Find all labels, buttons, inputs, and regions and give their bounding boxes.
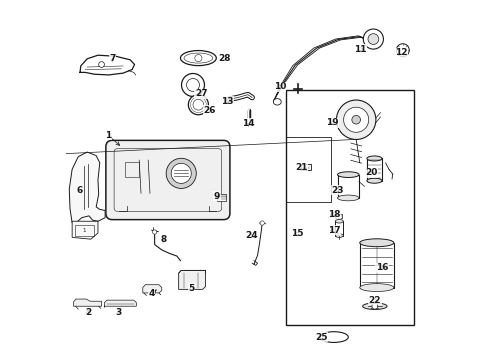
- Ellipse shape: [335, 234, 343, 237]
- Circle shape: [343, 107, 368, 132]
- Bar: [74, 225, 95, 235]
- Text: 1: 1: [105, 131, 111, 140]
- Polygon shape: [179, 270, 205, 289]
- Ellipse shape: [338, 172, 359, 177]
- Ellipse shape: [273, 99, 281, 105]
- Circle shape: [181, 73, 204, 96]
- Bar: [286, 90, 414, 325]
- Polygon shape: [69, 152, 105, 223]
- Text: 8: 8: [160, 235, 167, 244]
- Text: 6: 6: [76, 185, 82, 194]
- Polygon shape: [104, 300, 136, 307]
- Text: 27: 27: [195, 89, 208, 98]
- Text: 12: 12: [395, 48, 408, 57]
- Bar: [286, 137, 331, 202]
- Text: 7: 7: [109, 54, 116, 63]
- Circle shape: [372, 303, 378, 309]
- Bar: [360, 243, 394, 288]
- Text: 17: 17: [328, 226, 340, 235]
- Text: 10: 10: [273, 82, 286, 91]
- Text: 14: 14: [242, 119, 255, 128]
- Text: 23: 23: [331, 185, 344, 194]
- Bar: [300, 164, 311, 170]
- Circle shape: [368, 34, 379, 44]
- FancyBboxPatch shape: [106, 140, 230, 220]
- Polygon shape: [143, 285, 162, 293]
- Ellipse shape: [338, 195, 359, 201]
- Circle shape: [364, 29, 383, 49]
- Circle shape: [352, 116, 361, 124]
- Ellipse shape: [180, 50, 216, 66]
- Text: 2: 2: [85, 308, 91, 317]
- Text: 4: 4: [148, 289, 155, 298]
- Ellipse shape: [335, 220, 343, 223]
- Bar: [335, 214, 342, 218]
- Polygon shape: [72, 221, 98, 239]
- Text: 5: 5: [188, 284, 195, 293]
- Text: 13: 13: [221, 96, 233, 105]
- Text: 15: 15: [291, 229, 304, 238]
- Circle shape: [260, 221, 265, 225]
- Bar: [338, 175, 359, 198]
- Text: 1: 1: [82, 228, 85, 233]
- Circle shape: [337, 100, 376, 139]
- Circle shape: [396, 44, 409, 57]
- Text: 28: 28: [218, 54, 230, 63]
- Text: 9: 9: [214, 192, 220, 201]
- Text: 18: 18: [328, 210, 340, 219]
- Bar: [335, 221, 343, 235]
- Text: 25: 25: [315, 333, 328, 342]
- Text: 3: 3: [116, 308, 122, 317]
- Ellipse shape: [360, 284, 394, 292]
- Ellipse shape: [367, 178, 382, 183]
- Text: 26: 26: [204, 105, 216, 114]
- Text: 20: 20: [365, 168, 377, 177]
- Ellipse shape: [363, 303, 387, 310]
- Text: 22: 22: [368, 296, 381, 305]
- Ellipse shape: [360, 239, 394, 247]
- Bar: [218, 194, 226, 201]
- Ellipse shape: [367, 156, 382, 161]
- Circle shape: [98, 62, 104, 67]
- Bar: [125, 162, 139, 177]
- Text: 11: 11: [354, 45, 367, 54]
- Polygon shape: [74, 299, 101, 306]
- Circle shape: [171, 163, 191, 183]
- Bar: [367, 158, 382, 181]
- Text: 19: 19: [326, 118, 339, 127]
- Circle shape: [152, 230, 157, 234]
- Text: 21: 21: [295, 163, 308, 172]
- Circle shape: [166, 158, 196, 188]
- Circle shape: [188, 95, 208, 115]
- Text: 16: 16: [376, 264, 388, 273]
- Text: 24: 24: [245, 231, 257, 240]
